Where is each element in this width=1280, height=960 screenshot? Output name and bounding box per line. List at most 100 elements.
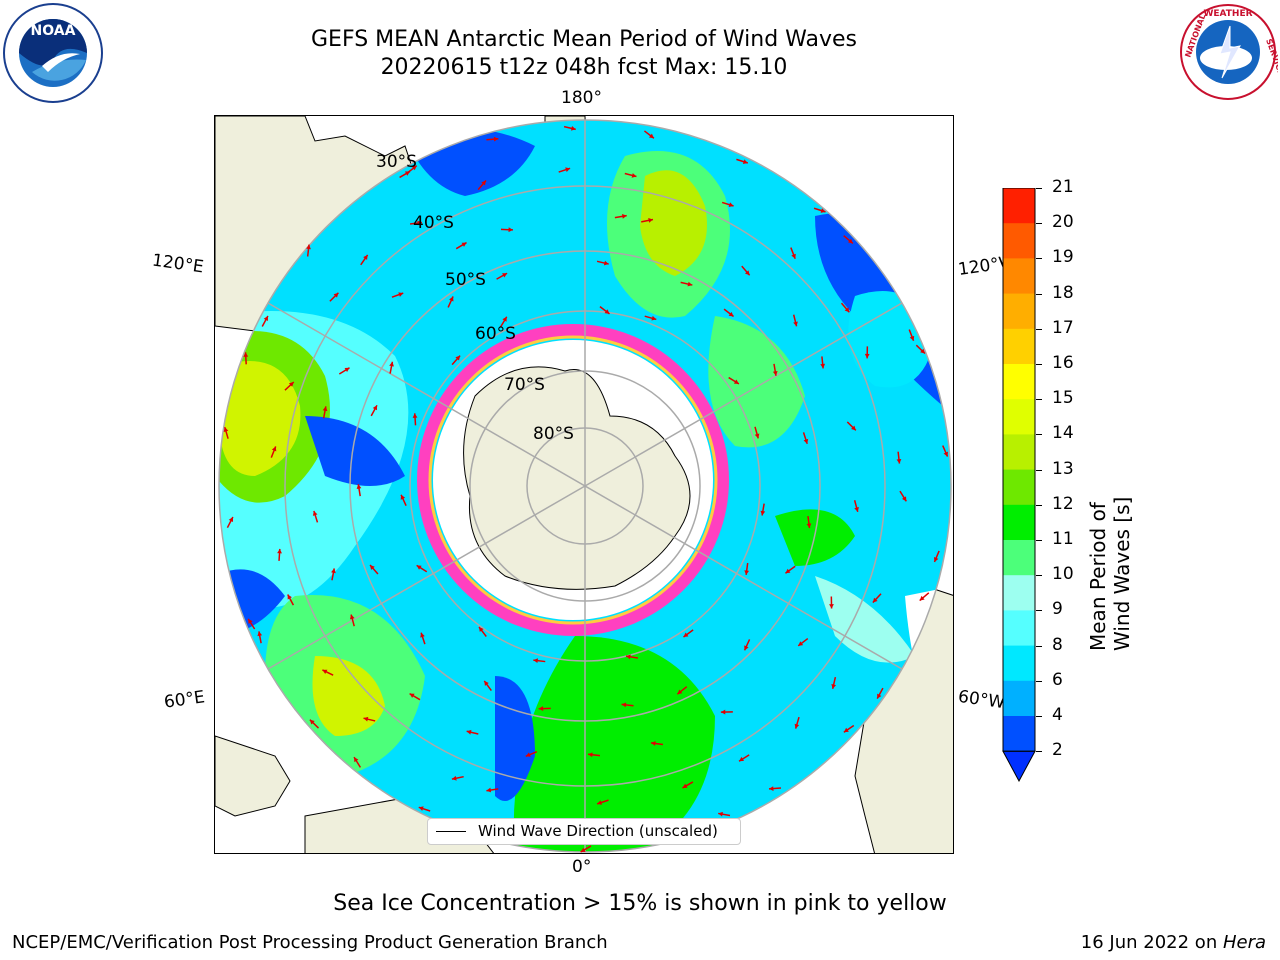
colorbar-tick-mark <box>1036 188 1042 189</box>
colorbar-segment <box>1003 680 1035 717</box>
wave-direction-arrowhead <box>271 446 277 452</box>
lon-label-left-upper: 120°E <box>150 250 205 278</box>
wave-direction-arrowhead <box>728 202 734 207</box>
wave-direction-arrowhead <box>631 173 637 178</box>
colorbar-tick-mark <box>1036 258 1042 260</box>
wave-direction-arrowhead <box>754 433 760 439</box>
colorbar-segment <box>1003 364 1035 400</box>
wave-direction-arrowhead <box>820 363 826 369</box>
colorbar-tick-mark <box>1036 469 1042 471</box>
wave-direction-arrowhead <box>455 355 461 361</box>
wave-direction-arrowhead <box>533 658 538 664</box>
lon-label-bottom: 0° <box>572 857 592 877</box>
wave-direction-arrowhead <box>333 292 339 298</box>
wave-direction-arrowhead <box>677 689 683 695</box>
wave-direction-arrowhead <box>909 335 915 341</box>
wave-direction-arrowhead <box>597 800 603 805</box>
wave-direction-arrowhead <box>461 242 467 247</box>
sea-ice-edge <box>417 324 729 636</box>
wave-direction-arrowhead <box>538 706 544 711</box>
lat-label-60s: 60°S <box>475 324 516 344</box>
wave-direction-arrowhead <box>478 626 484 632</box>
wave-direction-arrowhead <box>306 244 311 250</box>
wave-direction-arrowhead <box>481 180 486 186</box>
colorbar-tick-mark <box>1036 434 1042 436</box>
wave-direction-arrowhead <box>772 371 778 376</box>
wave-direction-arrowhead <box>331 568 336 574</box>
colorbar-tick-mark <box>1036 716 1042 717</box>
colorbar-tick-labels: 2 4 6 8 9 10 11 12 13 14 15 16 17 18 19 20 21 <box>1036 0 1100 960</box>
colorbar-segment <box>1003 504 1035 541</box>
colorbar-tick-mark <box>1036 575 1042 577</box>
wave-direction-arrowhead <box>648 133 654 139</box>
wave-direction-arrowhead <box>322 669 328 674</box>
wave-direction-arrowhead <box>864 353 870 359</box>
wave-direction-arrowhead <box>791 253 796 259</box>
wave-direction-arrowhead <box>363 716 369 722</box>
wave-direction-arrowhead <box>877 693 882 699</box>
colorbar-tick-label: 21 <box>1052 177 1074 197</box>
nws-logo: WEATHER NATIONAL SERVICE <box>1178 2 1280 102</box>
wave-direction-arrowhead <box>370 564 375 570</box>
lat-label-40s: 40°S <box>413 213 454 233</box>
colorbar-segment <box>1003 716 1035 752</box>
colorbar-tick-label: 4 <box>1052 705 1063 725</box>
wave-direction-arrowhead <box>651 315 657 321</box>
colorbar-tick-label: 11 <box>1052 529 1074 549</box>
colorbar-frame <box>1002 187 1036 752</box>
colorbar-segment <box>1003 610 1035 647</box>
graticule <box>218 119 952 853</box>
colorbar-title: Mean Period of Wind Waves [s] <box>1086 496 1134 651</box>
wave-direction-arrowhead <box>580 847 586 852</box>
svg-text:NOAA: NOAA <box>31 23 76 39</box>
wave-direction-arrowhead <box>257 631 263 637</box>
wave-direction-arrowhead <box>398 292 404 297</box>
colorbar-segment <box>1003 645 1035 682</box>
wave-direction-arrowhead <box>502 316 507 322</box>
colorbar-tick-mark <box>1036 223 1042 225</box>
wave-direction-arrowhead <box>648 218 653 223</box>
polar-map <box>215 116 953 853</box>
wave-direction-arrowhead <box>943 451 948 457</box>
colorbar-tick-label: 16 <box>1052 353 1074 373</box>
wave-direction-arrowhead <box>525 752 531 757</box>
colorbar-tick-label: 13 <box>1052 458 1074 479</box>
wave-direction-arrowhead <box>344 367 350 373</box>
wave-direction-arrowhead <box>651 741 656 746</box>
wave-direction-arrowhead <box>486 787 492 793</box>
colorbar-tick-label: 10 <box>1052 564 1074 585</box>
footer-credit: NCEP/EMC/Verification Post Processing Pr… <box>12 932 608 953</box>
wave-direction-arrowhead <box>312 510 318 516</box>
wave-direction-arrowhead <box>744 570 750 575</box>
wave-direction-arrowhead <box>416 565 422 570</box>
wave-direction-arrowhead <box>768 786 774 791</box>
wave-direction-arrowhead <box>223 427 229 433</box>
wave-direction-arrowhead <box>744 270 750 276</box>
wave-direction-arrowhead <box>466 729 472 735</box>
colorbar-tick-label: 19 <box>1052 247 1074 268</box>
wave-direction-arrowhead <box>588 752 593 758</box>
wave-direction-arrowhead <box>349 614 355 620</box>
colorbar-segment <box>1003 293 1035 330</box>
wave-direction-arrowhead <box>287 594 292 600</box>
wave-direction-arrowhead <box>733 379 739 384</box>
colorbar-tick-label: 15 <box>1052 388 1074 409</box>
sea-ice-footnote: Sea Ice Concentration > 15% is shown in … <box>333 891 947 916</box>
wave-direction-arrowhead <box>570 126 576 131</box>
plot-subtitle: 20220615 t12z 048h fcst Max: 15.10 <box>380 55 788 80</box>
wave-direction-arrowhead <box>854 506 859 512</box>
lon-label-left-lower: 60°E <box>162 687 207 713</box>
colorbar-tick-label: 20 <box>1052 212 1074 233</box>
colorbar-segment <box>1003 328 1035 365</box>
colorbar-tick-label: 6 <box>1052 669 1063 690</box>
wave-direction-arrowhead <box>621 702 627 708</box>
wave-direction-arrowhead <box>449 296 454 302</box>
wave-direction-arrowhead <box>604 309 610 314</box>
wave-direction-arrowhead <box>820 208 826 213</box>
colorbar-tick-mark <box>1036 680 1042 682</box>
colorbar-tick-mark <box>1036 504 1042 506</box>
wave-direction-arrowhead <box>288 382 294 387</box>
wave-direction-arrowhead <box>901 496 907 502</box>
svg-text:WEATHER: WEATHER <box>1203 9 1252 19</box>
wave-direction-arrowhead <box>739 756 745 762</box>
